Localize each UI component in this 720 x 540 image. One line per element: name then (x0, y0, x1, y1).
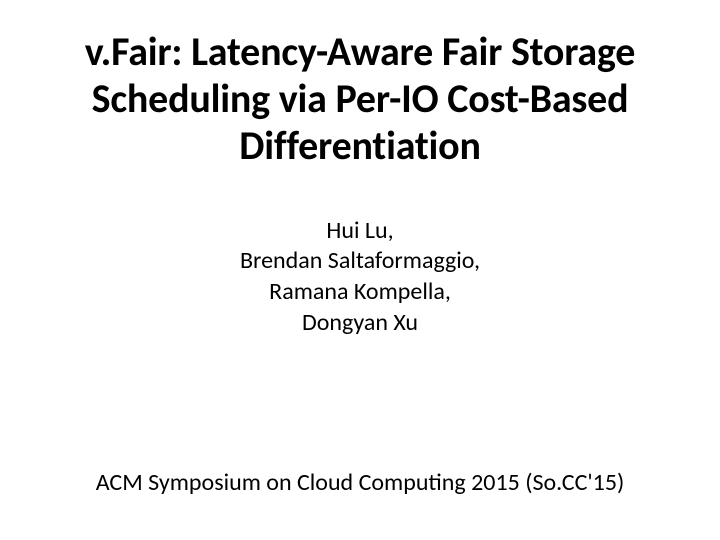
author-line: Hui Lu, (60, 216, 660, 247)
slide-container: v.Fair: Latency-Aware Fair Storage Sched… (0, 0, 720, 540)
author-line: Ramana Kompella, (60, 277, 660, 308)
slide-title: v.Fair: Latency-Aware Fair Storage Sched… (60, 28, 660, 170)
venue-line: ACM Symposium on Cloud Computing 2015 (S… (60, 467, 660, 498)
authors-block: Hui Lu, Brendan Saltaformaggio, Ramana K… (60, 216, 660, 339)
author-line: Brendan Saltaformaggio, (60, 246, 660, 277)
author-line: Dongyan Xu (60, 308, 660, 339)
